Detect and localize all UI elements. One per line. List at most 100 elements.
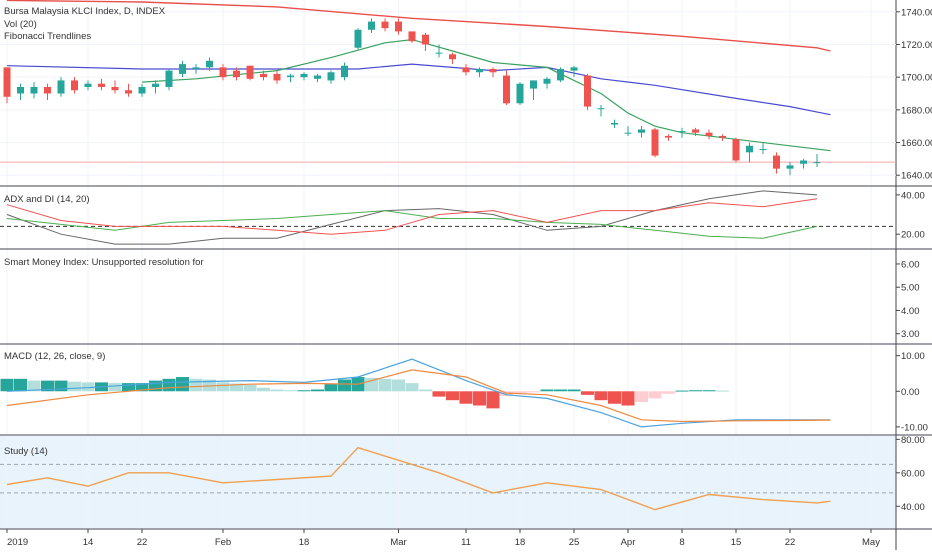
smi-title: Smart Money Index: Unsupported resolutio…	[4, 257, 204, 268]
candle-body	[327, 72, 335, 81]
candle-body	[597, 108, 605, 110]
candle-body	[300, 73, 308, 78]
candle-body	[152, 83, 159, 87]
macd-hist-bar	[581, 391, 594, 395]
x-tick-label: Apr	[621, 537, 636, 548]
macd-hist-bar	[189, 378, 203, 392]
candle-body	[354, 29, 362, 48]
macd-hist-bar	[608, 391, 621, 404]
smi-tick-label: 4.00	[901, 306, 920, 317]
candle-body	[705, 132, 713, 136]
candle-body	[678, 131, 686, 133]
candle-body	[341, 65, 348, 78]
macd-hist-bar	[392, 379, 405, 392]
candle-body	[651, 129, 659, 156]
candle-body	[530, 80, 537, 89]
candle-body	[786, 165, 794, 169]
vol-label: Vol (20)	[4, 19, 37, 30]
macd-hist-bar	[594, 391, 608, 401]
macd-hist-bar	[621, 391, 635, 406]
macd-hist-bar	[27, 380, 41, 392]
macd-hist-bar	[648, 391, 662, 399]
price-tick-label: 1700.00	[901, 73, 932, 84]
candle-body	[489, 68, 497, 73]
candle-body	[98, 83, 105, 87]
study-tick-label: 80.00	[901, 435, 925, 446]
macd-title: MACD (12, 26, close, 9)	[4, 351, 106, 362]
macd-hist-bar	[230, 383, 243, 392]
candle-body	[287, 75, 294, 78]
macd-hist-bar	[513, 391, 527, 394]
macd-hist-bar	[108, 383, 122, 392]
x-tick-label: 14	[83, 537, 94, 548]
macd-hist-bar	[243, 384, 257, 392]
smi-tick-label: 5.00	[901, 283, 920, 294]
candle-body	[800, 160, 807, 164]
plus-di-line	[6, 210, 818, 239]
x-tick-label: 22	[785, 537, 796, 548]
macd-hist-bar	[324, 384, 338, 392]
candle-body	[165, 70, 173, 87]
candle-body	[368, 21, 375, 30]
macd-hist-bar	[405, 383, 419, 392]
candle-body	[462, 67, 470, 73]
macd-hist-bar	[419, 389, 432, 392]
candle-body	[503, 75, 510, 104]
macd-hist-bar	[162, 378, 176, 392]
candle-body	[476, 68, 483, 73]
candle-body	[111, 86, 119, 91]
candle-body	[665, 135, 672, 138]
adx-tick-label: 40.00	[901, 190, 925, 201]
macd-hist-bar	[432, 391, 446, 397]
candle-body	[516, 83, 524, 104]
macd-hist-bar	[567, 389, 581, 392]
macd-tick-label: 0.00	[901, 387, 920, 398]
macd-tick-label: 10.00	[901, 351, 925, 362]
macd-hist-bar	[459, 391, 473, 404]
macd-hist-bar	[527, 391, 540, 393]
macd-hist-bar	[635, 391, 648, 402]
candle-body	[719, 135, 726, 138]
candle-body	[746, 145, 753, 153]
candle-body	[543, 78, 551, 84]
candle-body	[192, 67, 200, 69]
candle-body	[759, 149, 767, 151]
study-tick-label: 60.00	[901, 468, 925, 479]
macd-tick-label: -10.00	[901, 422, 928, 433]
x-tick-label: May	[862, 537, 880, 548]
candle-body	[449, 54, 456, 60]
candle-body	[813, 162, 821, 164]
candle-body	[773, 155, 780, 169]
signal-line	[6, 369, 831, 423]
candle-body	[584, 75, 591, 107]
ma-blue-line	[6, 63, 831, 116]
macd-hist-bar	[486, 391, 500, 409]
x-tick-label: 11	[461, 537, 471, 548]
x-tick-label: Mar	[390, 537, 406, 548]
candle-body	[381, 21, 389, 29]
smi-tick-label: 3.00	[901, 329, 920, 340]
candle-body	[570, 67, 578, 71]
candle-body	[273, 73, 281, 81]
macd-hist-bar	[338, 379, 351, 392]
candle-body	[30, 86, 38, 94]
candle-body	[219, 67, 227, 78]
price-tick-label: 1640.00	[901, 171, 932, 182]
macd-hist-bar	[297, 390, 311, 392]
chart-title: Bursa Malaysia KLCI Index, D, INDEX	[4, 6, 166, 17]
macd-hist-bar	[135, 383, 149, 392]
price-tick-label: 1740.00	[901, 7, 932, 18]
x-tick-label: Feb	[215, 537, 231, 548]
macd-hist-bar	[54, 380, 68, 392]
adx-line	[6, 190, 818, 245]
candle-body	[732, 139, 740, 161]
macd-hist-bar	[216, 382, 230, 392]
x-tick-label: 18	[515, 537, 526, 548]
ma-green-line	[141, 38, 831, 152]
macd-hist-bar	[176, 377, 189, 392]
macd-hist-bar	[270, 389, 284, 392]
candle-body	[435, 52, 443, 54]
candle-body	[422, 34, 429, 45]
macd-hist-bar	[257, 387, 270, 392]
